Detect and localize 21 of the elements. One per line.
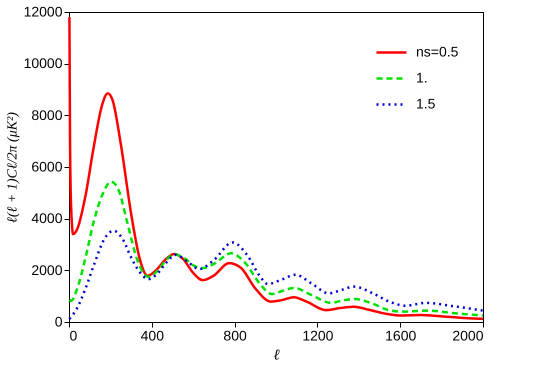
y-axis-title: ℓ(ℓ + 1)Cℓ/2π (μK²) <box>6 112 21 223</box>
legend-label: ns=0.5 <box>416 44 459 60</box>
legend-label: 1. <box>416 70 428 86</box>
y-tick-label: 10000 <box>24 55 63 72</box>
line-series <box>68 180 484 317</box>
y-tick-label: 8000 <box>31 106 63 123</box>
line-series <box>68 16 484 320</box>
x-tick-label: 800 <box>223 328 247 344</box>
x-tick-label: 1600 <box>385 328 416 344</box>
line-series <box>68 230 484 320</box>
x-tick-label: 2000 <box>452 328 484 344</box>
y-tick-label: 12000 <box>24 4 63 20</box>
x-tick-label: 0 <box>70 328 78 344</box>
x-axis-title: ℓ <box>273 348 280 364</box>
y-tick-label: 4000 <box>31 210 63 226</box>
y-tick-label: 6000 <box>31 158 63 174</box>
x-tick-label: 1200 <box>302 328 334 344</box>
y-tick-label: 0 <box>54 314 63 330</box>
x-tick-label: 400 <box>140 328 164 344</box>
y-tick-label: 2000 <box>31 262 63 278</box>
legend-label: 1.5 <box>416 96 436 112</box>
